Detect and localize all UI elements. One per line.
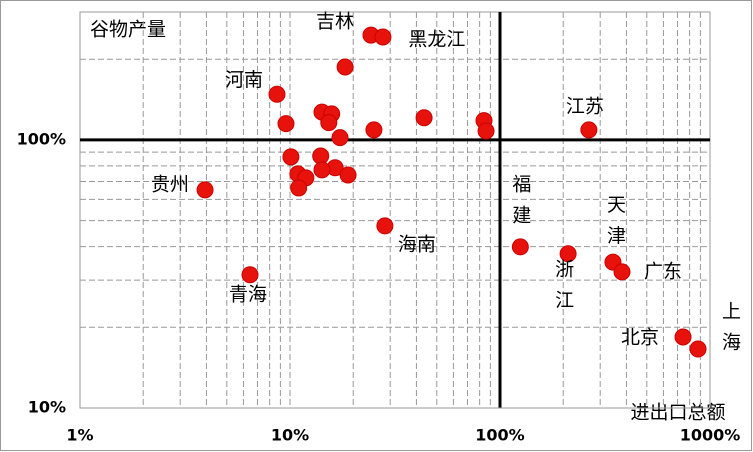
point [290,179,308,197]
y-tick-label: 10% [28,398,66,417]
x-tick-label: 100% [475,426,524,445]
point [320,114,338,132]
x-tick-label: 1% [66,426,93,445]
point [674,328,692,346]
point [277,115,295,133]
point-label: 上海 [719,301,741,363]
point-label: 黑龙江 [408,29,465,51]
point-label: 天津 [604,194,626,256]
point-label: 江苏 [566,95,604,117]
x-tick-label: 10% [271,426,309,445]
y-axis-label: 谷物产量 [90,19,166,41]
point [339,166,357,184]
point-label: 浙江 [552,259,574,321]
point-label: 吉林 [316,11,354,33]
x-axis-label: 进出口总额 [630,402,725,424]
point [282,148,300,166]
point [477,122,495,140]
point [313,161,331,179]
point [241,266,259,284]
point [336,58,354,76]
point [613,263,631,281]
point-label: 河南 [225,69,263,91]
point [376,217,394,235]
point [331,129,349,147]
point-label: 北京 [621,327,659,349]
point [559,245,577,263]
point-label: 贵州 [151,173,189,195]
point-label: 广东 [644,260,682,282]
point [268,85,286,103]
point-label: 福建 [509,174,531,236]
point-label: 海南 [398,233,436,255]
x-tick-label: 1000% [680,426,741,445]
y-tick-label: 100% [17,129,66,148]
point [689,340,707,358]
point [365,121,383,139]
point [580,121,598,139]
point [196,181,214,199]
point [374,28,392,46]
point-label: 青海 [229,283,267,305]
point [511,238,529,256]
point [415,109,433,127]
